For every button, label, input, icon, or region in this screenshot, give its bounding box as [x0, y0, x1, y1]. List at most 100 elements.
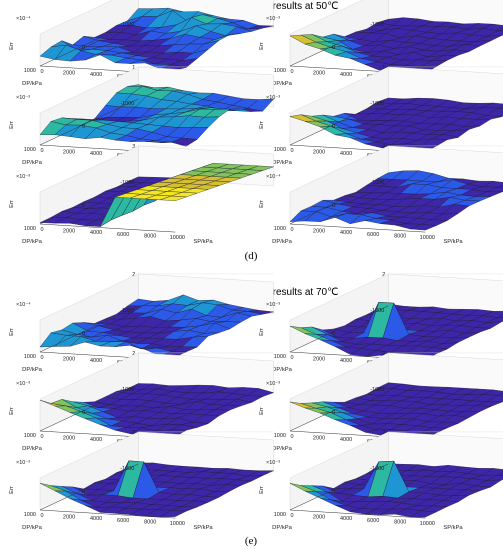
sp-axis-label: SP/kPa: [443, 525, 463, 531]
sp-tick-label: 2000: [313, 229, 325, 235]
group-label: (e): [245, 535, 258, 547]
z-axis-label: Err: [9, 407, 15, 415]
z-exponent: ×10⁻³: [266, 381, 280, 387]
dp-tick-label: 1000: [274, 354, 286, 360]
sp-tick-label: 2000: [313, 71, 325, 77]
sp-tick-label: 2000: [313, 436, 325, 442]
dp-tick-label: -1000: [370, 387, 384, 393]
dp-axis-label: DP/kPa: [272, 525, 292, 531]
dp-axis-label: DP/kPa: [272, 160, 292, 166]
z-axis-label: Err: [259, 200, 265, 208]
sp-tick-label: 2000: [313, 515, 325, 521]
group-label: (d): [245, 250, 258, 262]
dp-axis-label: DP/kPa: [22, 160, 42, 166]
surface-panel-kelm: KELM×10⁻³Err0120200040006000800010000100…: [259, 430, 503, 531]
z-tick-label: 2: [382, 272, 385, 278]
sp-tick-label: 0: [40, 69, 43, 75]
sp-tick-label: 0: [290, 69, 293, 75]
surface-panel-kelm: KELM×10⁻⁴Err0120200040006000800010000100…: [259, 144, 503, 245]
dp-tick-label: -1000: [120, 308, 134, 314]
sp-tick-label: 2000: [63, 515, 75, 521]
sp-tick-label: 0: [40, 513, 43, 519]
sp-tick-label: 8000: [394, 233, 406, 239]
surface-panel-rbf: RBF×10⁻³Err01202000400060008000100001000…: [259, 272, 503, 373]
dp-axis-label: DP/kPa: [272, 81, 292, 87]
z-axis-label: Err: [259, 328, 265, 336]
sp-tick-label: 6000: [367, 518, 379, 524]
sp-tick-label: 0: [40, 148, 43, 154]
dp-tick-label: 1000: [24, 354, 36, 360]
dp-tick-label: 1000: [274, 68, 286, 74]
panels-layer: BP×10⁻⁴Err024020004000600080001000010000…: [9, 0, 503, 531]
z-tick-label: 3: [132, 144, 135, 150]
dp-axis-label: DP/kPa: [272, 367, 292, 373]
dp-tick-label: 1000: [24, 433, 36, 439]
surface-cell: [496, 314, 503, 318]
dp-axis-line: [39, 305, 139, 353]
surface-panel-bp: BP×10⁻⁴Err012020004000600080001000010000…: [9, 272, 274, 373]
sp-tick-label: 6000: [367, 232, 379, 238]
sp-axis-label: SP/kPa: [193, 525, 213, 531]
dp-tick-label: -1000: [370, 22, 384, 28]
surface-cell: [497, 106, 503, 109]
z-exponent: ×10⁻³: [266, 460, 280, 466]
dp-tick-label: 1000: [274, 512, 286, 518]
dp-tick-label: -1000: [120, 22, 134, 28]
sp-tick-label: 0: [40, 227, 43, 233]
dp-axis-label: DP/kPa: [22, 446, 42, 452]
sp-tick-label: 10000: [420, 235, 435, 241]
z-tick-label: 2: [382, 430, 385, 436]
sp-axis-line: [39, 223, 176, 233]
dp-tick-label: -1000: [370, 308, 384, 314]
z-exponent: ×10⁻⁴: [16, 301, 31, 308]
dp-tick-label: 0: [82, 124, 85, 130]
dp-axis-line: [39, 177, 139, 225]
dp-axis-line: [289, 98, 389, 146]
z-axis-label: Err: [259, 42, 265, 50]
dp-axis-line: [39, 384, 139, 432]
sp-tick-label: 0: [290, 227, 293, 233]
dp-axis-line: [289, 177, 389, 225]
dp-tick-label: 0: [332, 203, 335, 209]
dp-tick-label: 0: [332, 124, 335, 130]
sp-tick-label: 2000: [313, 150, 325, 156]
dp-tick-label: -1000: [120, 101, 134, 107]
sp-tick-label: 4000: [340, 437, 352, 443]
sp-tick-label: 2000: [63, 150, 75, 156]
sp-tick-label: 4000: [90, 151, 102, 157]
sp-tick-label: 4000: [90, 230, 102, 236]
surface-panel-pso-svm: PSO_SVM×10⁻³Err00.5102000400060008000100…: [9, 65, 274, 166]
z-exponent: ×10⁻³: [266, 95, 280, 101]
sp-tick-label: 0: [290, 148, 293, 154]
dp-axis-line: [289, 305, 389, 353]
z-axis-label: Err: [9, 42, 15, 50]
z-tick-label: 2: [132, 351, 135, 357]
dp-axis-line: [289, 463, 389, 511]
dp-tick-label: 0: [82, 331, 85, 337]
z-exponent: ×10⁻³: [266, 302, 280, 308]
z-exponent: ×10⁻³: [16, 95, 30, 101]
dp-tick-label: 1000: [274, 147, 286, 153]
z-exponent: ×10⁻⁴: [266, 173, 281, 180]
surface-panel-pso-lssvm: PSO_LSSVM×10⁻³Err00.51020004000600080001…: [259, 65, 503, 166]
z-exponent: ×10⁻³: [266, 16, 280, 22]
sp-tick-label: 4000: [340, 516, 352, 522]
dp-tick-label: 1000: [24, 226, 36, 232]
dp-tick-label: 0: [332, 45, 335, 51]
sp-tick-label: 4000: [340, 151, 352, 157]
surface-panel-compensation-results: Compensation results×10⁻³Err012302000400…: [9, 144, 274, 245]
dp-axis-line: [289, 384, 389, 432]
sp-tick-label: 0: [40, 434, 43, 440]
dp-tick-label: 1000: [24, 512, 36, 518]
surface-cell: [409, 510, 437, 518]
sp-tick-label: 6000: [117, 518, 129, 524]
z-axis-label: Err: [9, 121, 15, 129]
sp-tick-label: 4000: [90, 437, 102, 443]
sp-axis-label: SP/kPa: [443, 239, 463, 245]
dp-tick-label: -1000: [370, 180, 384, 186]
z-exponent: ×10⁻⁴: [16, 15, 31, 22]
sp-tick-label: 0: [290, 434, 293, 440]
surface-cell: [160, 141, 187, 147]
surface-cell: [160, 195, 187, 201]
